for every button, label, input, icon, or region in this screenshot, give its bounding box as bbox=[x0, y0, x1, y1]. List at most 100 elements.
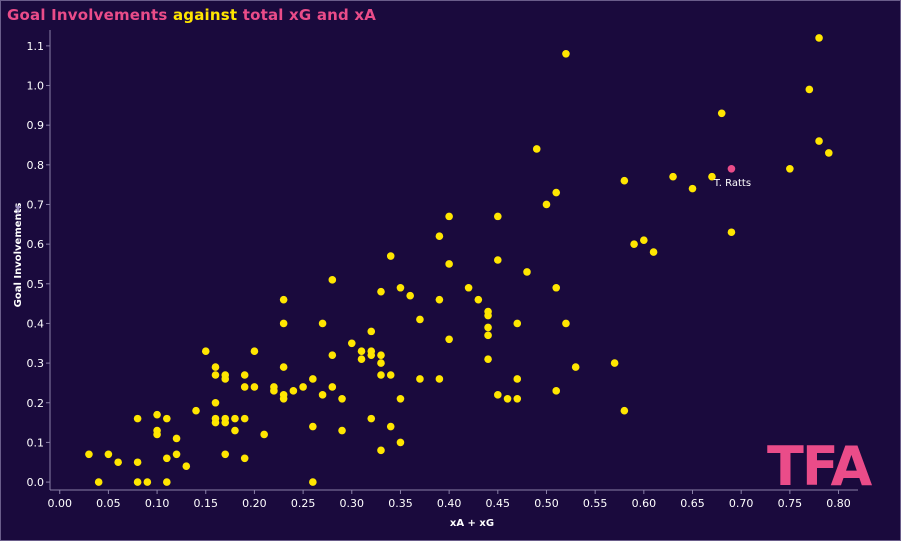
scatter-point[interactable] bbox=[240, 383, 249, 391]
pin-icon[interactable] bbox=[15, 206, 21, 215]
scatter-point[interactable] bbox=[649, 248, 658, 256]
scatter-point[interactable] bbox=[727, 228, 736, 237]
scatter-point[interactable] bbox=[396, 438, 405, 447]
scatter-point[interactable] bbox=[640, 236, 648, 244]
scatter-point[interactable] bbox=[143, 478, 152, 486]
scatter-point[interactable] bbox=[688, 184, 697, 193]
scatter-point[interactable] bbox=[445, 212, 453, 221]
scatter-point[interactable] bbox=[270, 387, 278, 395]
scatter-point[interactable] bbox=[279, 295, 288, 304]
scatter-point[interactable] bbox=[279, 363, 288, 371]
scatter-point[interactable] bbox=[474, 295, 483, 304]
scatter-point[interactable] bbox=[386, 252, 395, 260]
scatter-point[interactable] bbox=[318, 319, 327, 328]
scatter-point[interactable] bbox=[182, 462, 191, 471]
scatter-point[interactable] bbox=[562, 319, 570, 328]
scatter-point[interactable] bbox=[571, 363, 580, 371]
scatter-point[interactable] bbox=[513, 319, 522, 328]
scatter-point[interactable] bbox=[406, 291, 414, 300]
scatter-point[interactable] bbox=[484, 311, 492, 320]
scatter-point[interactable] bbox=[552, 283, 561, 292]
scatter-point[interactable] bbox=[513, 375, 522, 383]
scatter-point[interactable] bbox=[620, 176, 629, 185]
scatter-point[interactable] bbox=[445, 260, 453, 268]
scatter-point[interactable] bbox=[172, 450, 181, 459]
scatter-point[interactable] bbox=[153, 430, 161, 439]
scatter-point[interactable] bbox=[347, 339, 356, 348]
scatter-point[interactable] bbox=[221, 418, 230, 427]
scatter-point[interactable] bbox=[221, 450, 230, 459]
scatter-point[interactable] bbox=[309, 422, 317, 431]
scatter-point[interactable] bbox=[484, 323, 492, 332]
scatter-point[interactable] bbox=[445, 335, 453, 344]
scatter-point[interactable] bbox=[328, 351, 337, 359]
scatter-point[interactable] bbox=[153, 410, 161, 419]
scatter-point[interactable] bbox=[279, 319, 288, 328]
scatter-point[interactable] bbox=[620, 406, 629, 415]
scatter-point[interactable] bbox=[367, 351, 376, 359]
scatter-point[interactable] bbox=[494, 391, 502, 399]
scatter-point[interactable] bbox=[435, 232, 444, 241]
scatter-point[interactable] bbox=[386, 422, 395, 431]
scatter-point[interactable] bbox=[367, 327, 376, 336]
scatter-point[interactable] bbox=[523, 268, 531, 276]
scatter-point[interactable] bbox=[805, 85, 814, 94]
scatter-point[interactable] bbox=[104, 450, 113, 459]
scatter-point[interactable] bbox=[231, 426, 239, 435]
scatter-point[interactable] bbox=[435, 375, 444, 383]
scatter-point[interactable] bbox=[240, 454, 249, 463]
scatter-point[interactable] bbox=[708, 172, 716, 181]
scatter-point[interactable] bbox=[464, 283, 473, 292]
scatter-point[interactable] bbox=[163, 454, 171, 463]
scatter-point[interactable] bbox=[610, 359, 619, 367]
scatter-point[interactable] bbox=[240, 371, 249, 379]
scatter-point[interactable] bbox=[377, 359, 385, 367]
scatter-point[interactable] bbox=[396, 283, 405, 292]
scatter-point[interactable] bbox=[552, 387, 561, 395]
scatter-point[interactable] bbox=[94, 478, 103, 486]
scatter-point[interactable] bbox=[328, 383, 337, 391]
scatter-point[interactable] bbox=[338, 426, 346, 435]
scatter-point[interactable] bbox=[494, 212, 502, 221]
scatter-point[interactable] bbox=[318, 391, 327, 399]
scatter-point[interactable] bbox=[309, 375, 317, 383]
scatter-point[interactable] bbox=[192, 406, 200, 415]
scatter-point[interactable] bbox=[396, 394, 405, 403]
scatter-point[interactable] bbox=[377, 371, 385, 379]
scatter-point[interactable] bbox=[338, 394, 346, 403]
scatter-point[interactable] bbox=[201, 347, 210, 356]
scatter-point[interactable] bbox=[435, 295, 444, 304]
scatter-point[interactable] bbox=[250, 347, 259, 356]
scatter-point[interactable] bbox=[211, 363, 220, 371]
scatter-point[interactable] bbox=[377, 351, 385, 359]
scatter-point[interactable] bbox=[494, 256, 502, 264]
scatter-point[interactable] bbox=[211, 371, 220, 379]
scatter-point[interactable] bbox=[513, 394, 522, 403]
scatter-point[interactable] bbox=[377, 446, 385, 455]
scatter-point[interactable] bbox=[386, 371, 395, 379]
scatter-point[interactable] bbox=[416, 315, 424, 324]
scatter-point[interactable] bbox=[367, 414, 376, 423]
scatter-point[interactable] bbox=[133, 478, 142, 486]
scatter-point[interactable] bbox=[289, 387, 298, 395]
scatter-point[interactable] bbox=[211, 418, 220, 427]
scatter-point[interactable] bbox=[328, 276, 337, 284]
scatter-point[interactable] bbox=[133, 414, 142, 423]
scatter-point[interactable] bbox=[630, 240, 638, 248]
scatter-point[interactable] bbox=[542, 200, 551, 209]
scatter-point[interactable] bbox=[503, 394, 512, 403]
scatter-point[interactable] bbox=[85, 450, 93, 459]
scatter-point[interactable] bbox=[669, 172, 677, 181]
scatter-point[interactable] bbox=[357, 347, 366, 356]
highlight-point[interactable] bbox=[727, 164, 736, 173]
scatter-point[interactable] bbox=[416, 375, 424, 383]
scatter-point[interactable] bbox=[484, 355, 492, 363]
scatter-point[interactable] bbox=[231, 414, 239, 423]
scatter-point[interactable] bbox=[240, 414, 249, 423]
scatter-point[interactable] bbox=[211, 398, 220, 407]
scatter-point[interactable] bbox=[133, 458, 142, 467]
scatter-point[interactable] bbox=[377, 287, 385, 296]
scatter-point[interactable] bbox=[562, 49, 570, 58]
scatter-point[interactable] bbox=[163, 414, 171, 423]
scatter-point[interactable] bbox=[221, 375, 230, 383]
